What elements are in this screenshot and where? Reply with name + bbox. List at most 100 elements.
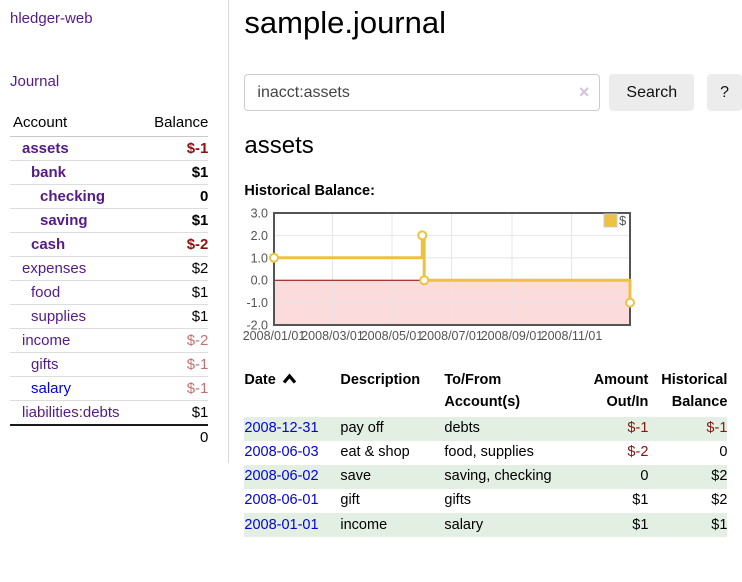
account-link[interactable]: gifts <box>31 356 59 373</box>
register-col-historical: Historical Balance <box>648 368 727 417</box>
register-col-amount: Amount Out/In <box>576 368 649 417</box>
account-balance: $1 <box>142 280 209 305</box>
accounts-col-account: Account <box>10 111 143 137</box>
x-tick-label: 2008/03/01 <box>302 329 365 343</box>
help-button[interactable]: ? <box>707 74 742 111</box>
account-balance: 0 <box>142 184 209 209</box>
transaction-description: eat & shop <box>340 444 410 461</box>
register-col-label: Account(s) <box>444 393 521 410</box>
data-point-marker <box>625 297 636 308</box>
y-tick-label: -1.0 <box>247 296 269 310</box>
x-tick-label: 2008/09/01 <box>481 329 544 343</box>
register-col-label: Historical <box>661 372 728 388</box>
account-link[interactable]: expenses <box>22 260 87 277</box>
app-title-link[interactable]: hledger-web <box>10 10 93 27</box>
x-tick-label: 2008/11/01 <box>541 329 603 343</box>
accounts-total-row: 0 <box>10 424 209 449</box>
y-tick-label: 1.0 <box>251 251 268 265</box>
account-balance: $1 <box>142 160 209 185</box>
account-row: cash $-2 <box>10 232 209 257</box>
register-col-description: Description <box>340 368 444 417</box>
account-link[interactable]: food <box>31 284 61 301</box>
transaction-row: 2008-06-03 eat & shop food, supplies $-2 0 <box>244 441 727 465</box>
y-tick-label: -2.0 <box>247 319 269 333</box>
account-row: liabilities:debts $1 <box>10 400 209 426</box>
register-col-label: Balance <box>671 393 728 410</box>
account-link[interactable]: bank <box>31 164 67 181</box>
transaction-balance: $-1 <box>706 420 728 436</box>
register-col-label: Amount <box>593 372 649 388</box>
clear-search-icon[interactable]: × <box>578 82 590 102</box>
account-link[interactable]: liabilities:debts <box>22 404 120 421</box>
register-col-tofrom: To/From Account(s) <box>444 368 576 417</box>
transaction-amount: 0 <box>640 468 649 485</box>
search-input[interactable] <box>244 74 601 111</box>
account-link[interactable]: checking <box>40 188 106 205</box>
chart-wrap: $3.0 2.0 1.0 0.0 -1.0 -2.0 2008/01/01 2008/03/0… <box>243 207 742 347</box>
account-row: saving $1 <box>10 208 209 233</box>
account-row: income $-2 <box>10 328 209 353</box>
page-title: sample.journal <box>244 5 446 40</box>
y-tick-label: 2.0 <box>251 229 268 243</box>
accounts-table-body: assets $-1 bank $1 checking 0 saving $1 cash $-2 e… <box>10 136 209 426</box>
transaction-amount: $-2 <box>627 444 649 461</box>
account-title: assets <box>244 132 314 159</box>
x-tick-label: 2008/07/01 <box>421 329 484 343</box>
transaction-amount: $1 <box>632 516 649 533</box>
account-link[interactable]: salary <box>31 380 72 397</box>
account-row: supplies $1 <box>10 304 209 329</box>
data-point-marker <box>419 275 430 286</box>
register-table-body: 2008-12-31 pay off debts $-1 $-1 2008-06-03 ea… <box>244 416 728 538</box>
search-form: × Search ? <box>244 74 742 111</box>
sidebar-item-journal[interactable]: Journal <box>10 73 60 90</box>
data-point-marker <box>417 230 428 241</box>
x-tick-label: 2008/01/01 <box>243 329 306 343</box>
account-row: assets $-1 <box>10 136 209 161</box>
transaction-date-link[interactable]: 2008-06-02 <box>244 468 319 485</box>
sort-caret-up-icon[interactable] <box>282 373 297 384</box>
search-box: × <box>244 74 601 111</box>
register-col-label: Date <box>244 372 276 388</box>
transaction-date-link[interactable]: 2008-01-01 <box>244 516 319 533</box>
transaction-accounts: debts <box>444 420 480 436</box>
register-col-date[interactable]: Date <box>244 368 340 417</box>
search-button[interactable]: Search <box>609 74 695 111</box>
account-balance: $-1 <box>142 352 209 377</box>
register-col-label: Out/In <box>606 393 649 410</box>
account-balance: $1 <box>142 208 209 233</box>
y-tick-label: 0.0 <box>251 274 268 288</box>
account-link[interactable]: saving <box>40 212 88 229</box>
account-row: expenses $2 <box>10 256 209 281</box>
transaction-accounts: gifts <box>444 492 471 509</box>
transaction-row: 2008-01-01 income salary $1 $1 <box>244 513 728 538</box>
account-link[interactable]: income <box>22 332 71 349</box>
transaction-balance: $2 <box>711 492 728 509</box>
transaction-balance: $2 <box>711 468 728 485</box>
main-content: sample.journal × Search ? assets Histori… <box>229 0 742 538</box>
sidebar: hledger-web Journal Account Balance asse… <box>0 0 230 463</box>
account-balance: $-1 <box>142 376 209 401</box>
account-balance: $-1 <box>142 136 209 161</box>
transaction-balance: $1 <box>711 516 728 533</box>
register-header-row: Date Description To/From Account(s) Amount Ou… <box>244 368 727 417</box>
data-point-marker <box>269 252 280 263</box>
transaction-date-link[interactable]: 2008-06-01 <box>244 492 319 509</box>
account-link[interactable]: cash <box>31 236 66 253</box>
register-col-label: Description <box>340 372 421 388</box>
transaction-balance: 0 <box>719 444 728 461</box>
balance-chart: $3.0 2.0 1.0 0.0 -1.0 -2.02008/01/012008/03/0… <box>243 207 636 343</box>
accounts-total-spacer <box>10 424 143 449</box>
account-balance: $1 <box>142 400 209 426</box>
account-balance: $-2 <box>142 232 209 257</box>
transaction-date-link[interactable]: 2008-12-31 <box>244 420 319 436</box>
accounts-header-row: Account Balance <box>10 111 209 137</box>
legend-swatch <box>603 213 618 228</box>
account-link[interactable]: assets <box>22 140 69 157</box>
accounts-total-value: 0 <box>142 424 209 449</box>
transaction-description: save <box>340 468 372 485</box>
account-link[interactable]: supplies <box>31 308 87 325</box>
transaction-accounts: food, supplies <box>444 444 534 461</box>
y-tick-label: 3.0 <box>251 207 268 221</box>
account-balance: $2 <box>142 256 209 281</box>
transaction-date-link[interactable]: 2008-06-03 <box>244 444 319 461</box>
